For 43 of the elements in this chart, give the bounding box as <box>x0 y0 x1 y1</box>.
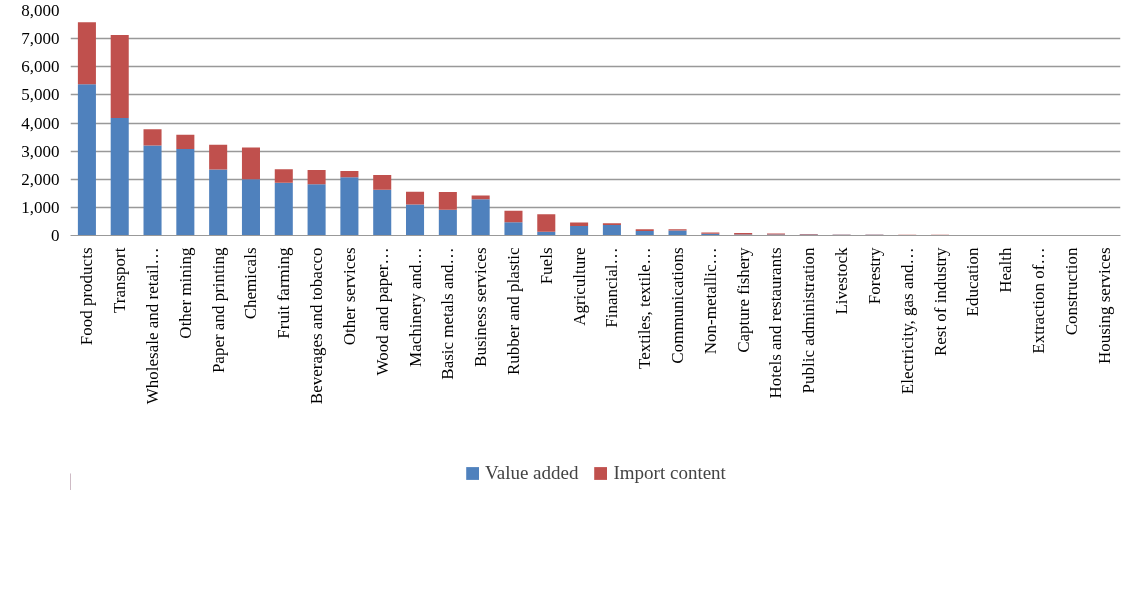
x-tick-label: Other services <box>339 247 359 346</box>
y-tick-label: 6,000 <box>21 57 60 77</box>
y-tick-label: 4,000 <box>21 113 60 133</box>
x-tick-label: Forestry <box>864 247 884 305</box>
x-tick-label: Basic metals and… <box>438 247 458 380</box>
x-tick-label: Other mining <box>175 247 195 339</box>
x-tick-label: Livestock <box>832 247 852 315</box>
legend-label: Value added <box>485 462 579 484</box>
x-tick-label: Extraction of… <box>1028 247 1048 354</box>
x-tick-label: Paper and printing <box>208 247 228 374</box>
x-tick-label: Agriculture <box>569 247 589 326</box>
x-tick-label: Wholesale and retail… <box>143 247 163 405</box>
x-tick-label: Fuels <box>536 247 556 285</box>
x-tick-label: Public administration <box>799 247 819 394</box>
y-tick-label: 1,000 <box>21 197 60 217</box>
x-tick-label: Fruit farming <box>274 247 294 339</box>
y-tick-label: 5,000 <box>21 85 60 105</box>
x-tick-label: Housing services <box>1094 247 1114 365</box>
x-tick-label: Education <box>963 247 983 317</box>
x-tick-label: Financial… <box>602 247 622 328</box>
x-tick-label: Textiles, textile… <box>635 247 655 370</box>
x-tick-label: Rest of industry <box>930 247 950 357</box>
y-tick-label: 7,000 <box>21 29 60 49</box>
x-tick-label: Wood and paper… <box>372 247 392 376</box>
y-tick-label: 3,000 <box>21 141 60 161</box>
x-tick-label: Communications <box>668 247 688 364</box>
legend-label: Import content <box>613 462 726 484</box>
x-tick-label: Food products <box>77 247 97 346</box>
y-tick-label: 8,000 <box>21 1 60 20</box>
x-tick-label: Construction <box>1061 247 1081 336</box>
x-tick-label: Electricity, gas and… <box>897 247 917 395</box>
x-tick-label: Health <box>996 247 1016 293</box>
x-tick-label: Machinery and… <box>405 247 425 367</box>
x-tick-label: Chemicals <box>241 247 261 320</box>
x-tick-label: Hotels and restaurants <box>766 247 786 399</box>
x-tick-label: Business services <box>471 247 491 367</box>
x-tick-label: Non-metallic… <box>700 247 720 355</box>
x-tick-label: Transport <box>110 247 130 313</box>
y-tick-label: 2,000 <box>21 169 60 189</box>
y-tick-label: 0 <box>51 226 60 245</box>
x-tick-label: Rubber and plastic <box>503 247 523 375</box>
x-tick-label: Capture fishery <box>733 247 753 353</box>
x-tick-label: Beverages and tobacco <box>307 247 327 405</box>
